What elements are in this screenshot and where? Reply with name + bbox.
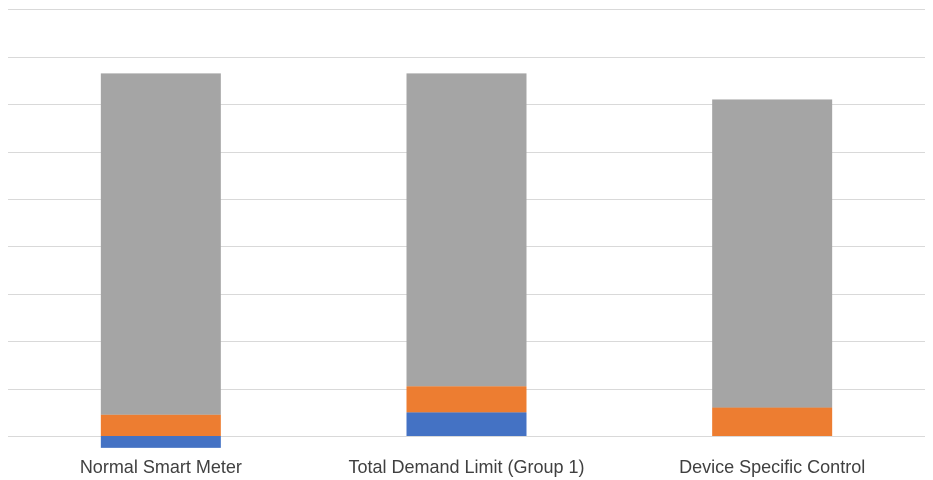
bar-segment [100,414,221,436]
bar-segment [100,436,221,448]
bars [100,73,833,448]
bar-segment [100,73,221,415]
bar-segment [712,407,833,436]
category-label: Total Demand Limit (Group 1) [348,457,584,477]
bar-segment [406,73,527,387]
bar-segment [406,386,527,413]
bar-segment [712,99,833,408]
bar-segment [406,412,527,436]
category-label: Normal Smart Meter [80,457,242,477]
category-label: Device Specific Control [679,457,865,477]
category-labels: Normal Smart Meter Total Demand Limit (Gr… [80,457,865,477]
